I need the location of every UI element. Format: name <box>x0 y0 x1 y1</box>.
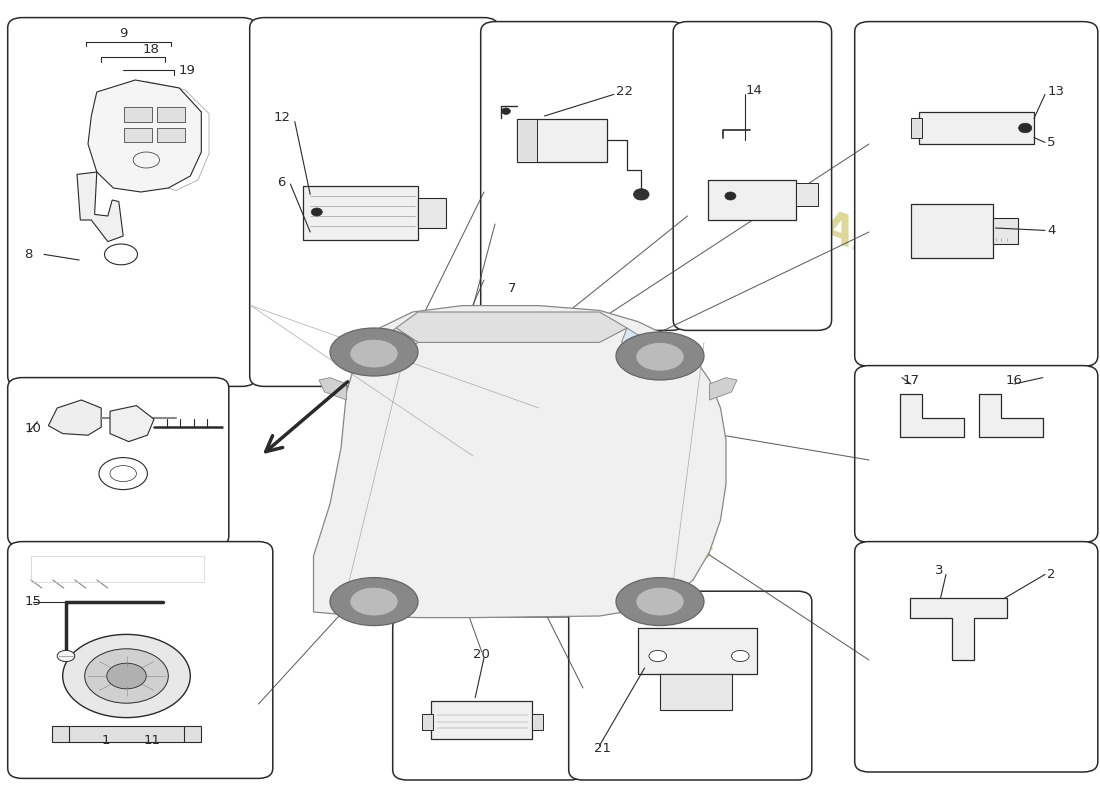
FancyBboxPatch shape <box>855 542 1098 772</box>
Ellipse shape <box>350 339 398 368</box>
Bar <box>708 180 796 220</box>
Text: 9: 9 <box>119 27 128 40</box>
Text: 1: 1 <box>101 734 110 746</box>
Text: 5: 5 <box>1047 136 1056 149</box>
Text: EUROSPARES: EUROSPARES <box>639 143 945 289</box>
FancyBboxPatch shape <box>569 591 812 780</box>
Polygon shape <box>88 80 201 192</box>
Text: 16: 16 <box>1005 374 1023 387</box>
Ellipse shape <box>85 649 168 703</box>
Text: 14: 14 <box>746 84 762 97</box>
Text: 12: 12 <box>274 111 290 124</box>
Bar <box>993 218 1018 244</box>
Polygon shape <box>621 328 671 372</box>
Bar <box>52 726 201 742</box>
Ellipse shape <box>330 328 418 376</box>
FancyBboxPatch shape <box>8 18 256 386</box>
Text: 7: 7 <box>508 282 517 294</box>
Polygon shape <box>910 598 1006 660</box>
Polygon shape <box>396 312 627 342</box>
Ellipse shape <box>636 342 684 371</box>
Bar <box>124 128 152 142</box>
FancyBboxPatch shape <box>8 378 229 546</box>
Text: 11: 11 <box>143 734 161 746</box>
Ellipse shape <box>57 650 75 662</box>
Ellipse shape <box>502 108 510 114</box>
Ellipse shape <box>63 634 190 718</box>
Ellipse shape <box>311 208 322 216</box>
Polygon shape <box>314 306 726 618</box>
Bar <box>517 119 537 162</box>
Text: 17: 17 <box>902 374 920 387</box>
FancyBboxPatch shape <box>481 22 685 330</box>
Text: 2: 2 <box>1047 568 1056 581</box>
Bar <box>157 107 185 122</box>
Bar <box>124 107 152 122</box>
Bar <box>918 112 1034 144</box>
Polygon shape <box>77 172 123 242</box>
Polygon shape <box>110 406 154 442</box>
Text: 13: 13 <box>1047 85 1064 98</box>
Bar <box>638 628 757 674</box>
FancyBboxPatch shape <box>855 22 1098 366</box>
Polygon shape <box>358 328 418 368</box>
Text: 18: 18 <box>143 43 160 56</box>
Bar <box>302 186 418 240</box>
Polygon shape <box>48 400 101 435</box>
Text: 19: 19 <box>178 64 195 77</box>
Ellipse shape <box>1019 123 1032 133</box>
Text: 6: 6 <box>277 176 286 189</box>
Bar <box>911 118 922 138</box>
FancyBboxPatch shape <box>855 366 1098 542</box>
Bar <box>660 674 732 710</box>
Text: 21: 21 <box>594 742 610 754</box>
Bar <box>796 183 818 206</box>
Text: 10: 10 <box>24 422 41 435</box>
Bar <box>532 714 543 730</box>
Polygon shape <box>900 394 964 437</box>
Bar <box>157 128 185 142</box>
Bar <box>418 198 446 228</box>
Polygon shape <box>710 378 737 400</box>
Text: 3: 3 <box>935 564 944 577</box>
Bar <box>422 714 433 730</box>
Ellipse shape <box>636 587 684 616</box>
Ellipse shape <box>732 650 749 662</box>
Bar <box>911 204 993 258</box>
Ellipse shape <box>616 332 704 380</box>
Text: 4: 4 <box>1047 224 1056 237</box>
FancyBboxPatch shape <box>250 18 498 386</box>
Bar <box>517 119 607 162</box>
Polygon shape <box>319 378 346 400</box>
Text: 8: 8 <box>24 248 33 261</box>
Ellipse shape <box>616 578 704 626</box>
FancyBboxPatch shape <box>393 617 584 780</box>
Text: 15: 15 <box>24 595 41 608</box>
FancyBboxPatch shape <box>8 542 273 778</box>
Ellipse shape <box>350 587 398 616</box>
FancyBboxPatch shape <box>673 22 832 330</box>
Ellipse shape <box>107 663 146 689</box>
Ellipse shape <box>634 189 649 200</box>
Bar <box>431 701 532 739</box>
Ellipse shape <box>725 192 736 200</box>
Ellipse shape <box>330 578 418 626</box>
Text: a passion for parts since 1985: a passion for parts since 1985 <box>386 430 714 565</box>
Text: 20: 20 <box>473 648 491 661</box>
Polygon shape <box>979 394 1043 437</box>
Text: 22: 22 <box>616 85 632 98</box>
Ellipse shape <box>649 650 667 662</box>
